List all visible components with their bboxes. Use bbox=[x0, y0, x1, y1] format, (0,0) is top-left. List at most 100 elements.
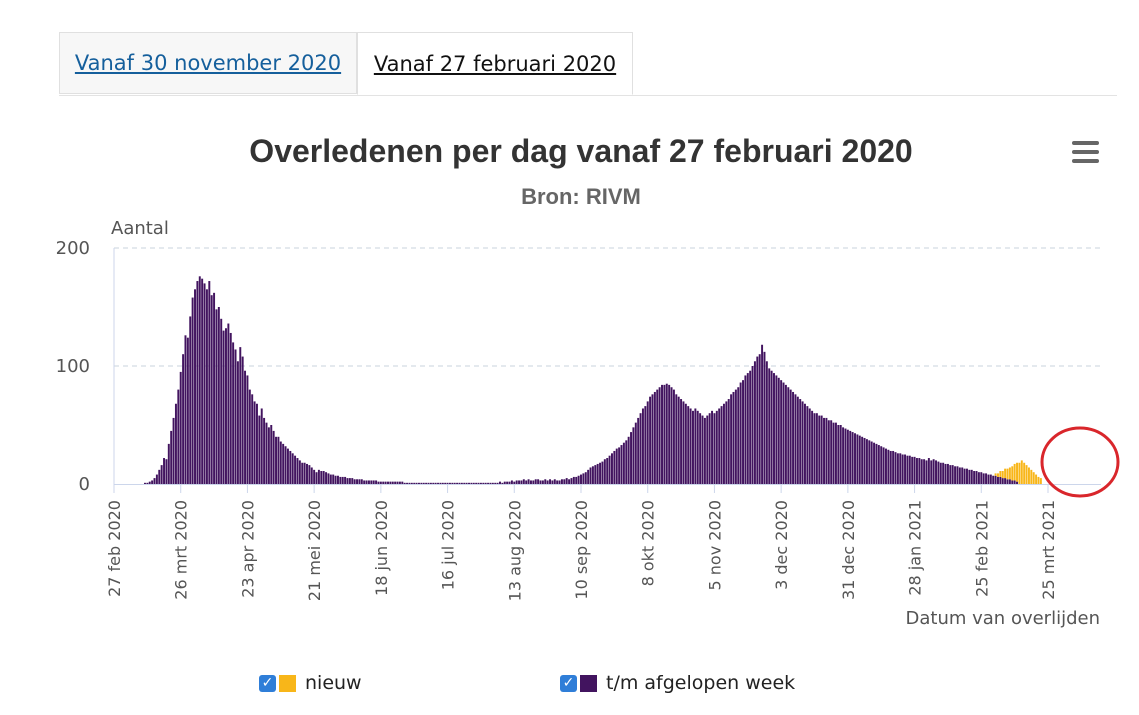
bar bbox=[537, 479, 540, 484]
x-tick-label: 3 dec 2020 bbox=[772, 500, 791, 590]
bar bbox=[184, 335, 187, 484]
bar bbox=[208, 281, 211, 484]
bar bbox=[975, 471, 978, 484]
bar bbox=[572, 476, 575, 484]
bar bbox=[756, 356, 759, 484]
bar bbox=[441, 482, 444, 484]
bar bbox=[1011, 466, 1014, 481]
bar bbox=[682, 401, 685, 484]
bar bbox=[894, 452, 897, 484]
bar bbox=[868, 440, 871, 484]
bar bbox=[320, 471, 323, 484]
legend-label-nieuw: nieuw bbox=[305, 672, 362, 694]
bar bbox=[811, 410, 814, 484]
bar bbox=[503, 481, 506, 484]
bar bbox=[448, 482, 451, 484]
bar bbox=[1013, 463, 1016, 481]
bar bbox=[580, 474, 582, 484]
bar bbox=[246, 375, 249, 484]
x-tick-label: 16 jul 2020 bbox=[439, 500, 458, 590]
checkbox-icon[interactable]: ✓ bbox=[560, 674, 577, 692]
bar bbox=[911, 456, 914, 484]
bar bbox=[1001, 478, 1004, 484]
bar bbox=[589, 467, 592, 484]
tab-vanaf-27-februari-2020[interactable]: Vanaf 27 februari 2020 bbox=[357, 32, 633, 95]
bar bbox=[832, 422, 835, 484]
bar bbox=[322, 471, 325, 484]
bar bbox=[627, 436, 630, 484]
bar bbox=[267, 427, 270, 484]
bar bbox=[670, 387, 673, 484]
bar bbox=[153, 478, 156, 484]
bar bbox=[172, 417, 175, 484]
bar bbox=[1004, 478, 1007, 484]
bar bbox=[1013, 480, 1016, 484]
bar bbox=[889, 450, 892, 484]
bar bbox=[904, 454, 907, 484]
bar bbox=[777, 377, 780, 484]
bar bbox=[787, 387, 790, 484]
x-tick-label: 23 apr 2020 bbox=[238, 500, 257, 598]
bar bbox=[241, 356, 244, 484]
bar bbox=[556, 480, 559, 484]
bar bbox=[186, 337, 189, 484]
bar bbox=[987, 474, 990, 484]
hamburger-menu-icon[interactable] bbox=[1072, 141, 1099, 163]
legend-item-nieuw[interactable]: ✓ nieuw bbox=[259, 672, 362, 694]
bar bbox=[427, 482, 430, 484]
chart-title: Overledenen per dag vanaf 27 februari 20… bbox=[249, 133, 913, 169]
bar bbox=[603, 459, 606, 484]
bar bbox=[408, 482, 411, 484]
checkbox-icon[interactable]: ✓ bbox=[259, 674, 276, 692]
bar bbox=[849, 430, 852, 484]
bar bbox=[763, 351, 766, 484]
bar bbox=[932, 459, 935, 484]
bar bbox=[529, 480, 532, 484]
bar bbox=[706, 415, 709, 484]
tab-vanaf-30-november-2020[interactable]: Vanaf 30 november 2020 bbox=[59, 32, 357, 94]
legend-item-week[interactable]: ✓ t/m afgelopen week bbox=[560, 672, 795, 694]
bar bbox=[644, 406, 647, 484]
bar bbox=[1020, 460, 1023, 484]
bar bbox=[560, 479, 563, 484]
bar bbox=[329, 474, 332, 484]
bar bbox=[668, 384, 671, 484]
x-tick-label: 10 sep 2020 bbox=[572, 500, 591, 600]
x-tick-label: 13 aug 2020 bbox=[505, 500, 524, 601]
bar bbox=[944, 463, 947, 484]
x-tick-label: 18 jun 2020 bbox=[372, 500, 391, 596]
bar bbox=[1004, 468, 1007, 479]
bar bbox=[1027, 467, 1030, 484]
bar bbox=[663, 384, 666, 484]
bar bbox=[558, 480, 561, 484]
bar bbox=[773, 373, 775, 484]
bar bbox=[808, 408, 811, 484]
bar bbox=[277, 436, 280, 484]
bar bbox=[1023, 462, 1026, 484]
bar bbox=[375, 480, 378, 484]
legend-swatch-week bbox=[580, 674, 597, 692]
bar bbox=[189, 316, 192, 484]
bar bbox=[1008, 467, 1011, 480]
bar bbox=[851, 432, 854, 484]
bar bbox=[908, 455, 911, 484]
bar bbox=[563, 479, 566, 484]
bar bbox=[982, 473, 985, 484]
bar bbox=[363, 480, 366, 484]
bar bbox=[896, 453, 899, 484]
bar bbox=[372, 480, 375, 484]
bar bbox=[260, 408, 263, 484]
bar bbox=[827, 420, 830, 484]
bar bbox=[730, 394, 733, 484]
x-tick-label: 28 jan 2021 bbox=[906, 500, 925, 596]
bar bbox=[520, 480, 523, 484]
bar bbox=[239, 347, 242, 484]
bar bbox=[985, 473, 988, 484]
bar bbox=[970, 469, 973, 484]
bar bbox=[977, 472, 980, 484]
x-tick-label: 8 okt 2020 bbox=[639, 500, 658, 586]
bar bbox=[920, 459, 923, 484]
bar bbox=[830, 420, 833, 484]
bar bbox=[613, 450, 616, 484]
bar bbox=[389, 481, 392, 484]
